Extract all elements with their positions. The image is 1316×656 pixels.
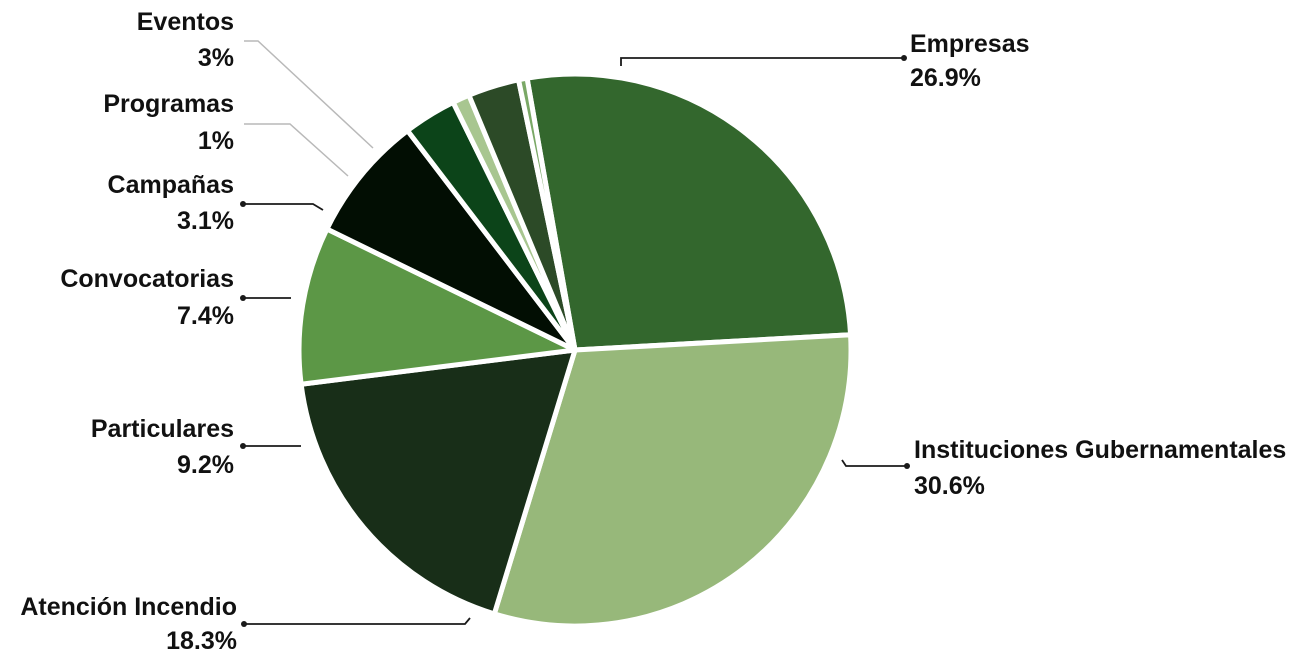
leader-particulares-dot — [240, 443, 246, 449]
slice-label-programas: Programas — [103, 90, 234, 118]
slice-label-eventos: Eventos — [137, 8, 234, 36]
leader-empresas — [620, 57, 902, 66]
slice-value-particulares: 9.2% — [177, 451, 234, 479]
leader-atencion-incendio — [245, 617, 471, 625]
slice-label-instituciones: Instituciones Gubernamentales — [914, 436, 1286, 464]
leader-eventos — [244, 40, 374, 149]
pie-slice-convocatorias — [324, 128, 578, 353]
leader-atencion-incendio-dot — [241, 621, 247, 627]
slice-value-atencion-incendio: 18.3% — [166, 627, 237, 655]
slice-label-atencion-incendio: Atención Incendio — [20, 593, 237, 621]
slice-value-programas: 1% — [198, 127, 234, 155]
pie-slices — [296, 71, 854, 629]
pie-slice-empresas — [524, 71, 854, 353]
slice-label-convocatorias: Convocatorias — [60, 265, 234, 293]
leader-instituciones-dot — [904, 463, 910, 469]
slice-value-campanas: 3.1% — [177, 207, 234, 235]
leader-empresas-dot — [901, 55, 907, 61]
leader-lines — [240, 40, 910, 627]
leader-campanas-dot — [240, 201, 246, 207]
pie-slice-particulares — [296, 226, 578, 387]
slice-value-eventos: 3% — [198, 44, 234, 72]
slice-label-campanas: Campañas — [108, 171, 234, 199]
slice-value-convocatorias: 7.4% — [177, 302, 234, 330]
slice-value-instituciones: 30.6% — [914, 472, 985, 500]
leader-instituciones — [841, 459, 906, 467]
pie-slice-instituciones-gubernamentales — [491, 332, 854, 629]
slice-value-empresas: 26.9% — [910, 64, 981, 92]
leader-convocatorias-dot — [240, 295, 246, 301]
leader-programas — [244, 123, 349, 177]
pie-slice-unlabeled — [516, 75, 578, 353]
slice-label-empresas: Empresas — [910, 30, 1030, 58]
leader-campanas — [244, 203, 324, 211]
pie-slice-atencion-incendio — [298, 347, 578, 617]
slice-label-particulares: Particulares — [91, 415, 234, 443]
